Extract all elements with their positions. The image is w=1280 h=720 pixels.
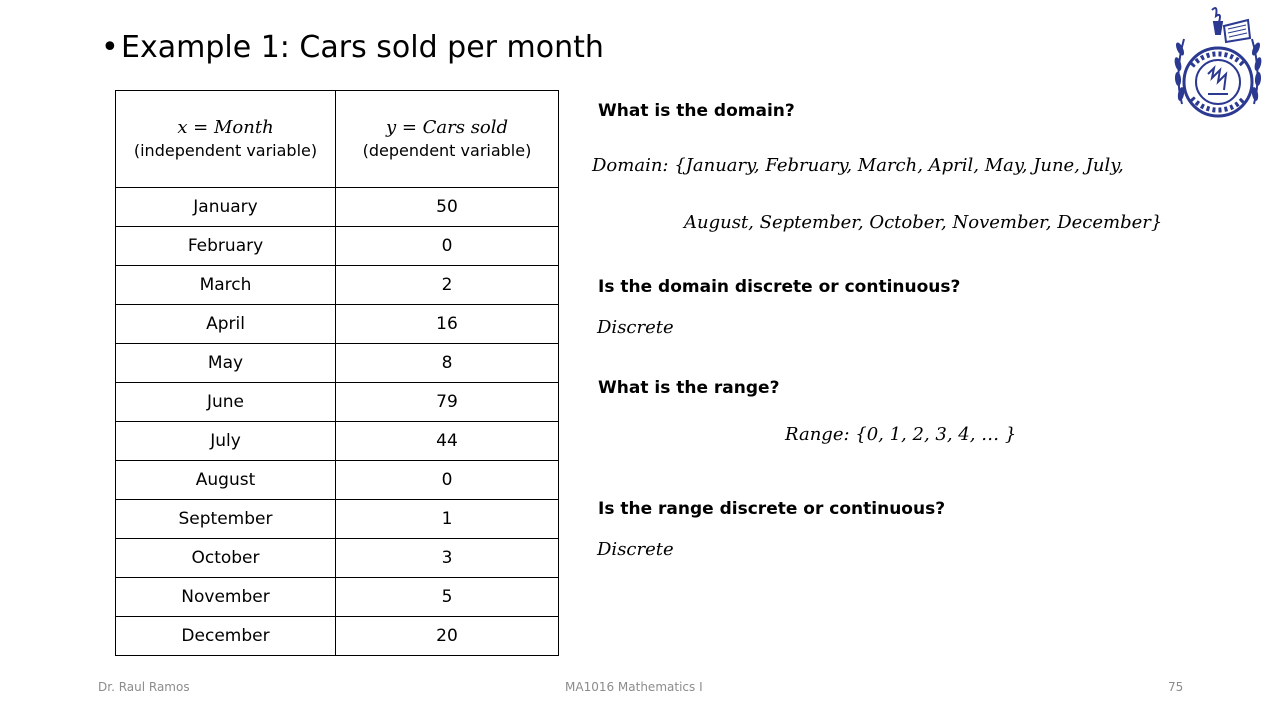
month-cell: November <box>115 577 336 617</box>
cars-cell: 0 <box>335 460 559 500</box>
cars-cell: 79 <box>335 382 559 422</box>
table-row: January 50 <box>115 187 559 227</box>
range-type-answer: Discrete <box>597 539 674 560</box>
range-type-question: Is the range discrete or continuous? <box>598 499 946 519</box>
cars-header-math: y = Cars sold <box>385 117 509 138</box>
month-cell: March <box>115 265 336 305</box>
slide-title-text: Example 1: Cars sold per month <box>121 30 604 65</box>
month-cell: February <box>115 226 336 266</box>
institution-logo <box>1174 7 1262 118</box>
table-row: May 8 <box>115 343 559 383</box>
cars-cell: 2 <box>335 265 559 305</box>
table-row: December 20 <box>115 616 559 656</box>
table-row: September 1 <box>115 499 559 539</box>
domain-type-question: Is the domain discrete or continuous? <box>598 277 961 297</box>
month-cell: April <box>115 304 336 344</box>
month-cell: December <box>115 616 336 656</box>
table-row: February 0 <box>115 226 559 266</box>
slide-title: •Example 1: Cars sold per month <box>101 30 604 65</box>
domain-question: What is the domain? <box>598 101 795 121</box>
range-question: What is the range? <box>598 378 780 398</box>
table-row: July 44 <box>115 421 559 461</box>
month-column-header: x = Month (independent variable) <box>115 90 336 188</box>
table-row: November 5 <box>115 577 559 617</box>
cars-sold-table: x = Month (independent variable) y = Car… <box>115 90 559 656</box>
month-cell: September <box>115 499 336 539</box>
month-header-subtitle: (independent variable) <box>133 141 318 160</box>
month-cell: June <box>115 382 336 422</box>
cars-cell: 50 <box>335 187 559 227</box>
bullet-icon: • <box>101 30 119 65</box>
cars-header-subtitle: (dependent variable) <box>362 141 532 160</box>
domain-type-answer: Discrete <box>597 317 674 338</box>
footer-course: MA1016 Mathematics I <box>565 680 703 694</box>
table-row: April 16 <box>115 304 559 344</box>
month-header-math: x = Month <box>177 117 274 138</box>
cars-cell: 44 <box>335 421 559 461</box>
cars-cell: 8 <box>335 343 559 383</box>
cars-cell: 16 <box>335 304 559 344</box>
month-cell: May <box>115 343 336 383</box>
month-cell: August <box>115 460 336 500</box>
cars-column-header: y = Cars sold (dependent variable) <box>335 90 559 188</box>
table-row: October 3 <box>115 538 559 578</box>
cars-cell: 0 <box>335 226 559 266</box>
domain-answer-line-2: August, September, October, November, De… <box>684 212 1163 233</box>
table-row: March 2 <box>115 265 559 305</box>
cars-cell: 3 <box>335 538 559 578</box>
domain-answer-line-1: Domain: {January, February, March, April… <box>592 155 1124 176</box>
footer-page-number: 75 <box>1168 680 1184 694</box>
footer-author: Dr. Raul Ramos <box>98 680 190 694</box>
table-row: August 0 <box>115 460 559 500</box>
table-row: June 79 <box>115 382 559 422</box>
month-cell: October <box>115 538 336 578</box>
table-header-row: x = Month (independent variable) y = Car… <box>115 90 559 188</box>
cars-cell: 20 <box>335 616 559 656</box>
range-answer: Range: {0, 1, 2, 3, 4, … } <box>785 424 1017 445</box>
month-cell: January <box>115 187 336 227</box>
month-cell: July <box>115 421 336 461</box>
cars-cell: 5 <box>335 577 559 617</box>
cars-cell: 1 <box>335 499 559 539</box>
